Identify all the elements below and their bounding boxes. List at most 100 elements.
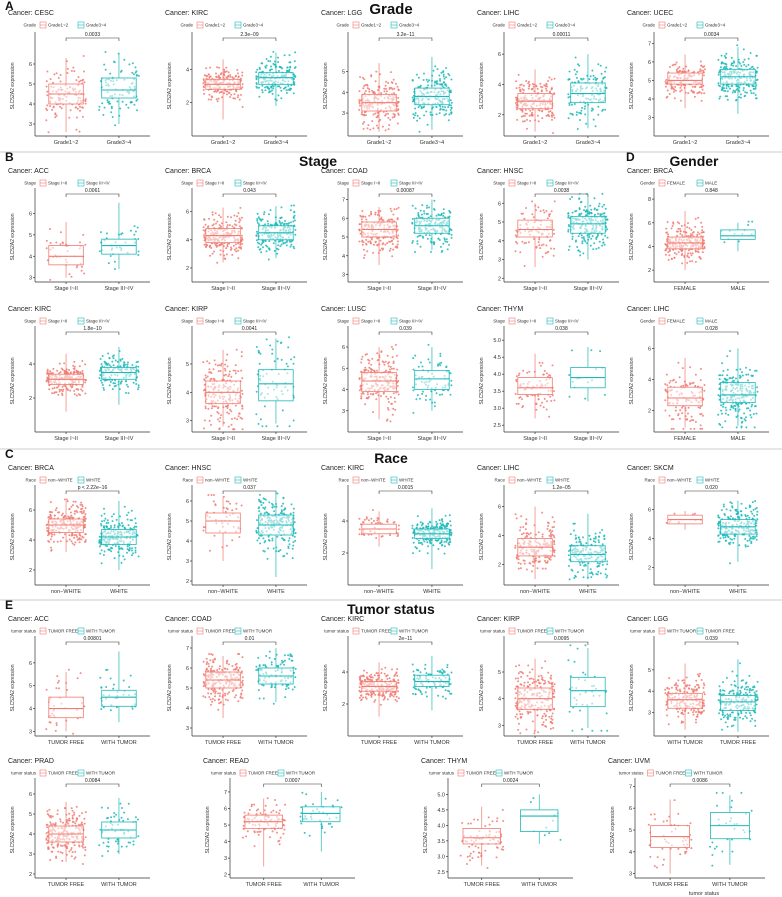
data-point [579,250,582,253]
data-point [81,106,84,109]
legend-label: Stage I~II [205,319,224,324]
data-point [255,82,258,85]
data-point [223,257,226,260]
legend-label: Stage I~II [361,181,380,186]
data-point [103,379,106,382]
data-point [213,405,216,408]
data-point [240,216,243,219]
data-point [698,233,701,235]
data-point [104,362,107,365]
legend-title: Stage [24,181,36,186]
data-point [261,218,264,221]
data-point [207,226,209,229]
data-point [552,390,555,393]
data-point [261,89,264,92]
y-tick-label: 4 [29,362,32,368]
data-point [125,391,127,394]
data-point [114,124,117,127]
data-point [135,365,138,368]
data-point [45,239,48,242]
data-point [569,198,572,200]
data-point [583,209,585,212]
data-point [604,108,607,111]
data-point [531,87,534,90]
data-point [411,96,414,99]
data-point [673,256,676,259]
data-point [435,113,438,116]
data-point [226,244,229,246]
data-point [369,393,372,395]
data-point [414,112,417,115]
data-point [371,89,373,92]
data-point [75,394,78,397]
x-tick-label: Stage III~IV [104,286,133,292]
data-point [522,84,525,87]
data-point [416,242,419,245]
data-point [551,364,554,367]
data-point [231,253,234,256]
data-point [439,355,442,357]
data-point [699,413,702,416]
data-point [394,408,397,411]
data-point [420,213,423,216]
data-point [739,93,742,96]
data-point [62,388,65,391]
data-point [137,369,140,372]
data-point [213,250,216,253]
data-point [230,93,233,96]
data-point [276,425,279,428]
data-point [363,92,366,95]
data-point [418,130,421,133]
data-point [606,228,609,231]
data-point [365,368,368,371]
data-point [429,111,432,114]
data-point [121,357,124,360]
data-point [592,108,595,111]
data-point [361,111,363,114]
data-point [717,413,720,416]
data-point [550,87,553,89]
data-point [395,208,398,210]
data-point [106,232,108,235]
data-point [726,90,729,93]
data-point [109,381,112,383]
data-point [387,362,389,365]
data-point [108,384,111,387]
data-point [397,393,400,396]
data-point [593,213,596,216]
data-point [689,382,691,385]
data-point [582,236,585,238]
data-point [262,240,265,243]
data-point [741,374,744,377]
x-tick-label: MALE [730,286,745,292]
data-point [283,223,285,226]
data-point [752,413,755,415]
data-point [666,384,669,387]
data-point [84,243,87,246]
data-point [548,76,551,79]
legend-label: Stage III~IV [86,319,110,324]
data-point [237,257,240,260]
data-point [229,248,232,251]
y-tick-label: 4.5 [493,355,501,361]
data-point [721,412,723,415]
legend-title: Stage [337,181,349,186]
data-point [267,213,270,216]
data-point [742,48,745,51]
data-point [720,54,723,57]
data-point [276,340,279,343]
data-point [745,416,747,419]
data-point [210,414,213,417]
data-point [735,98,738,101]
data-point [234,364,237,367]
data-point [293,204,295,207]
data-point [56,386,58,389]
data-point [102,387,105,389]
data-point [280,206,283,209]
data-point [362,113,364,116]
data-point [425,78,428,81]
panel-title: Cancer: BRCA [165,168,211,175]
data-point [262,246,264,249]
data-point [720,404,723,407]
data-point [370,75,373,78]
